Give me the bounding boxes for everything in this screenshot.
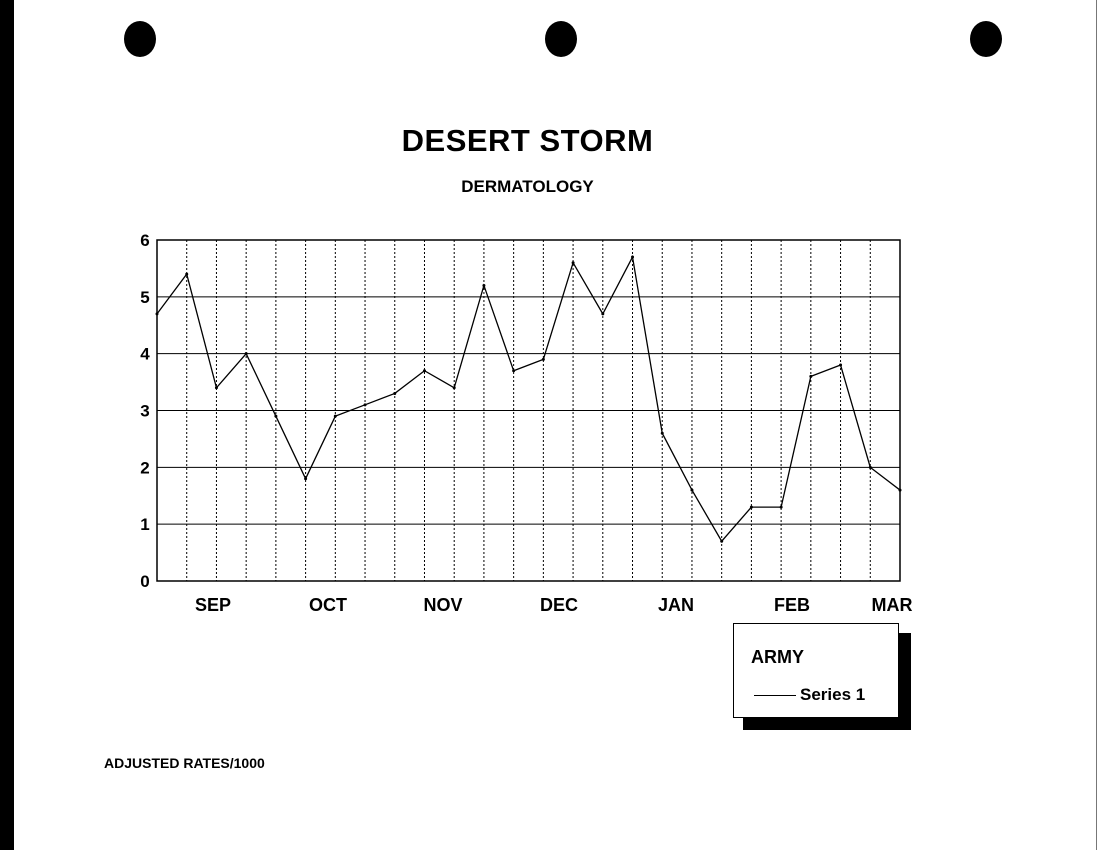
punch-hole-left: [124, 21, 156, 57]
plot-frame: [156, 239, 901, 582]
series-line: [156, 255, 901, 543]
page-edge: [0, 0, 14, 850]
data-point: [214, 386, 218, 390]
data-point: [422, 369, 426, 373]
data-point: [601, 312, 605, 316]
data-point: [512, 369, 516, 373]
data-point: [244, 352, 248, 356]
data-point: [898, 488, 902, 492]
x-tick-label: JAN: [658, 595, 694, 615]
grid-layer: [157, 240, 900, 581]
y-tick-label: 5: [140, 288, 149, 307]
data-point: [868, 465, 872, 469]
y-tick-labels: 0 1 2 3 4 5 6: [140, 231, 150, 591]
y-tick-label: 1: [140, 515, 149, 534]
x-tick-labels: SEP OCT NOV DEC JAN FEB MAR: [195, 595, 913, 615]
x-tick-label: DEC: [540, 595, 578, 615]
x-tick-label: NOV: [423, 595, 462, 615]
y-tick-label: 2: [140, 458, 149, 477]
data-point: [482, 283, 486, 287]
data-point: [363, 403, 367, 407]
data-point: [779, 505, 783, 509]
data-point: [274, 414, 278, 418]
punch-hole-center: [545, 21, 577, 57]
y-tick-label: 3: [140, 402, 149, 421]
punch-hole-right: [970, 21, 1002, 57]
data-point: [809, 374, 813, 378]
x-tick-label: OCT: [309, 595, 347, 615]
y-tick-label: 6: [140, 231, 149, 250]
data-point: [631, 255, 635, 259]
data-point: [452, 386, 456, 390]
data-point: [571, 261, 575, 265]
data-point: [749, 505, 753, 509]
footnote: ADJUSTED RATES/1000: [104, 755, 265, 771]
x-tick-label: FEB: [774, 595, 810, 615]
data-point: [720, 539, 724, 543]
y-tick-label: 0: [140, 572, 149, 591]
data-point: [690, 488, 694, 492]
chart-title: DESERT STORM: [401, 123, 654, 158]
legend-line-swatch: [754, 695, 796, 696]
chart-subtitle: DERMATOLOGY: [461, 177, 594, 196]
data-point: [541, 357, 545, 361]
y-tick-label: 4: [140, 345, 150, 364]
right-page-edge: [1096, 0, 1097, 850]
data-point: [333, 414, 337, 418]
data-point: [304, 477, 308, 481]
data-point: [185, 272, 189, 276]
data-point: [660, 431, 664, 435]
data-point: [155, 312, 159, 316]
data-point: [839, 363, 843, 367]
data-point: [393, 391, 397, 395]
legend: ARMY Series 1: [733, 623, 899, 718]
x-tick-label: SEP: [195, 595, 231, 615]
legend-title: ARMY: [751, 647, 804, 667]
legend-series-label: Series 1: [800, 685, 866, 704]
x-tick-label: MAR: [872, 595, 913, 615]
series-layer: [155, 255, 902, 543]
